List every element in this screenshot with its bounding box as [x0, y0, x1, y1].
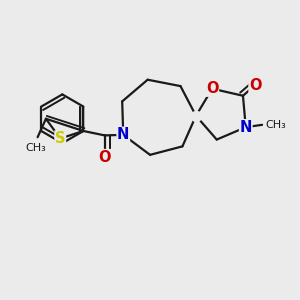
- Text: S: S: [55, 131, 65, 146]
- Text: CH₃: CH₃: [266, 120, 286, 130]
- Text: O: O: [206, 81, 218, 96]
- Text: N: N: [117, 127, 129, 142]
- Text: O: O: [99, 150, 111, 165]
- Text: CH₃: CH₃: [26, 142, 46, 153]
- Text: O: O: [249, 77, 262, 92]
- Text: N: N: [240, 120, 252, 135]
